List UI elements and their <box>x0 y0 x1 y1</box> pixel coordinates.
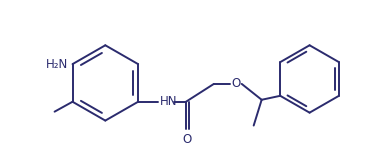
Text: HN: HN <box>160 95 178 108</box>
Text: O: O <box>183 133 192 146</box>
Text: H₂N: H₂N <box>46 58 69 71</box>
Text: O: O <box>231 77 240 90</box>
